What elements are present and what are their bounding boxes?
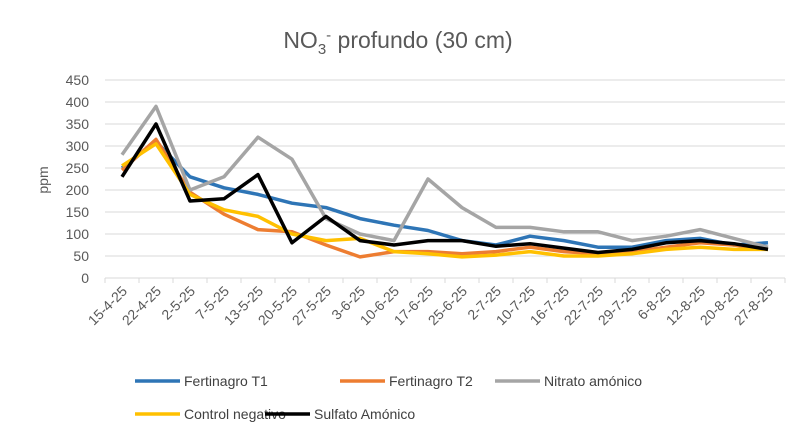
legend-label: Sulfato Amónico	[314, 406, 415, 422]
series-line-sulfato-amónico	[120, 122, 769, 255]
y-tick-label: 350	[66, 116, 90, 132]
series-line-fertinagro-t2	[120, 137, 769, 259]
series-line-control-negativo	[121, 142, 768, 259]
x-tick-label: 22-4-25	[119, 283, 165, 329]
x-tick-label: 27-5-25	[289, 283, 335, 329]
series-line-nitrato-amónico	[120, 104, 769, 249]
y-tick-label: 250	[66, 160, 90, 176]
x-tick-label: 25-6-25	[425, 283, 471, 329]
legend-item: Nitrato amónico	[495, 373, 642, 389]
y-tick-label: 50	[73, 248, 89, 264]
legend-item: Control negativo	[135, 406, 286, 422]
x-tick-label: 27-8-25	[731, 283, 777, 329]
legend-label: Fertinagro T2	[389, 373, 473, 389]
y-tick-label: 100	[66, 226, 90, 242]
x-tick-label: 29-7-25	[595, 283, 641, 329]
legend-label: Fertinagro T1	[184, 373, 268, 389]
legend-item: Fertinagro T1	[135, 373, 268, 389]
y-tick-label: 450	[66, 72, 90, 88]
x-tick-label: 2-5-25	[158, 283, 198, 323]
legend-label: Nitrato amónico	[544, 373, 642, 389]
y-tick-label: 150	[66, 204, 90, 220]
y-tick-label: 0	[81, 270, 89, 286]
chart-title: NO3- profundo (30 cm)	[283, 27, 512, 58]
legend-label: Control negativo	[184, 406, 286, 422]
y-tick-label: 300	[66, 138, 90, 154]
legend-item: Sulfato Amónico	[265, 406, 415, 422]
legend-item: Fertinagro T2	[340, 373, 473, 389]
y-tick-label: 400	[66, 94, 90, 110]
y-axis-label: ppm	[35, 166, 51, 193]
y-tick-label: 200	[66, 182, 90, 198]
series-line-fertinagro-t1	[120, 139, 769, 249]
